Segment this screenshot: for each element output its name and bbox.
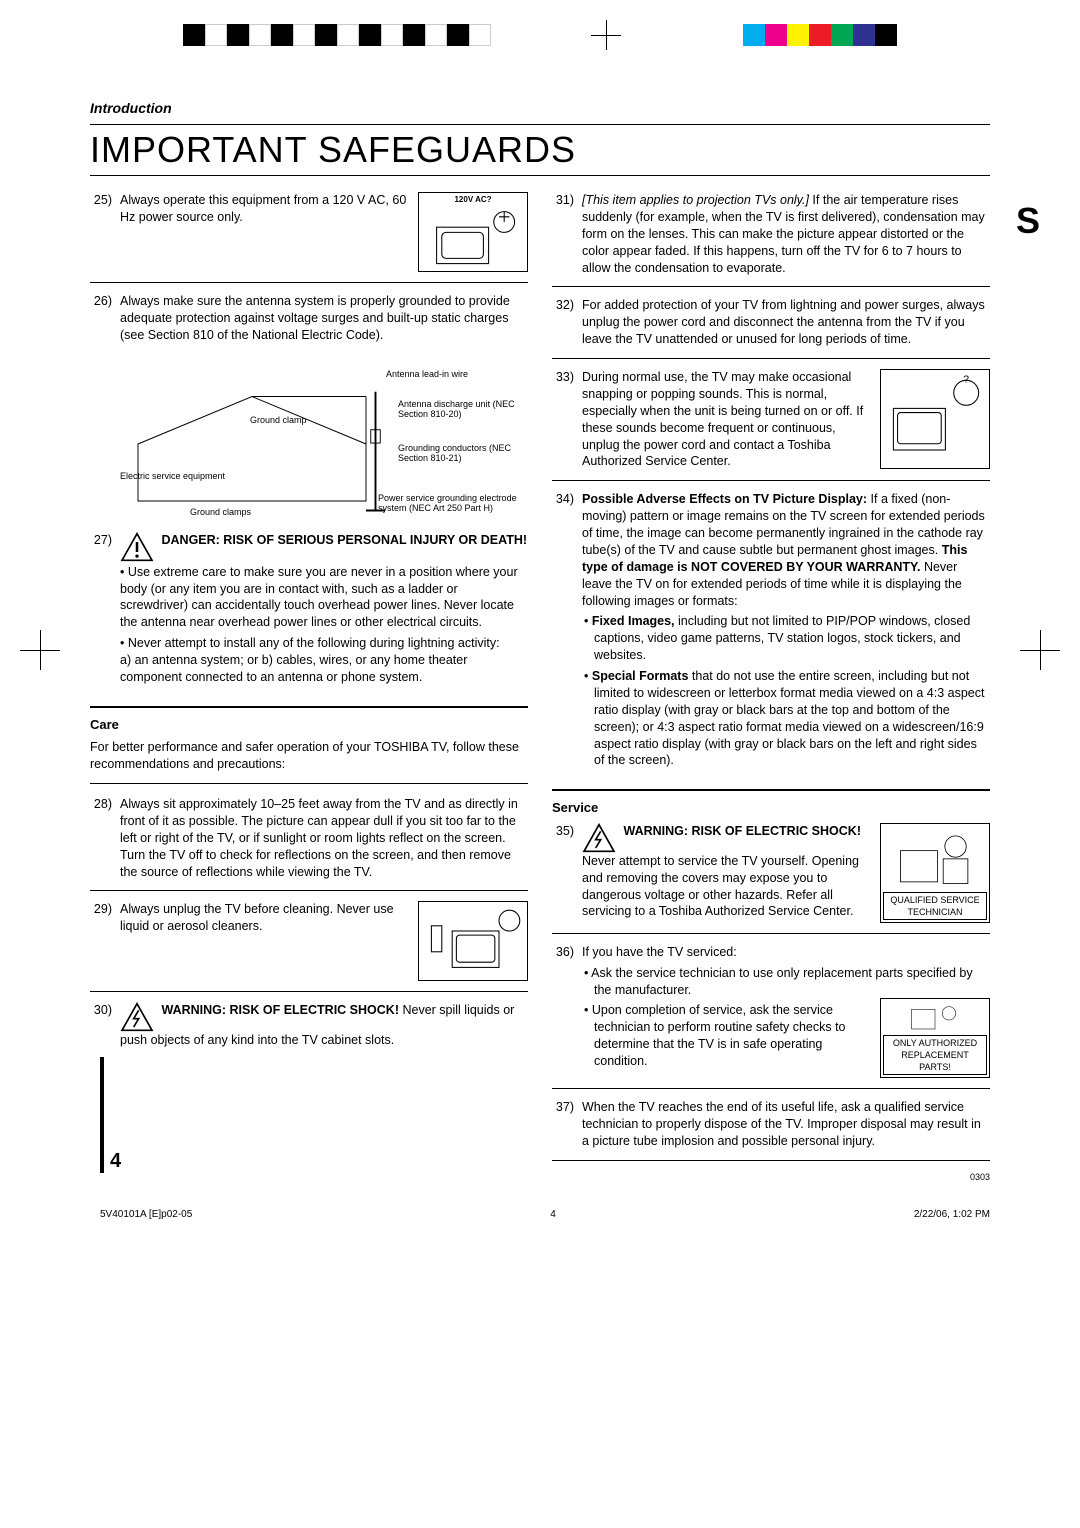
warning-triangle-icon [120,532,154,562]
svg-text:?: ? [963,375,969,386]
page-title: IMPORTANT SAFEGUARDS [90,124,990,176]
safeguard-item-27: 27) DANGER: RISK OF SERIOUS PERSONAL INJ… [90,532,528,696]
shock-warning-icon [582,823,616,853]
page-number-bar [100,1057,104,1173]
safeguard-item-29: 29) Always unplug the TV before cleaning… [90,901,528,992]
illustration-120v: 120V AC? [418,192,528,272]
footer: 5V40101A [E]p02-05 4 2/22/06, 1:02 PM [0,1203,1080,1260]
safeguard-item-36: 36) If you have the TV serviced: Ask the… [552,944,990,1090]
page-content: Introduction IMPORTANT SAFEGUARDS S 25) … [0,70,1080,1203]
safeguard-item-37: 37) When the TV reaches the end of its u… [552,1099,990,1161]
safeguard-item-31: 31) [This item applies to projection TVs… [552,192,990,287]
footer-filename: 5V40101A [E]p02-05 [100,1209,192,1220]
care-intro: For better performance and safer operati… [90,739,528,784]
section-header: Introduction [90,100,990,116]
safeguard-item-33: 33) ? During normal use, the TV may make… [552,369,990,481]
footer-timestamp: 2/22/06, 1:02 PM [914,1209,990,1220]
left-column: 25) 120V AC? Always operate this equipme… [90,192,528,1183]
page-number: 4 [110,1150,121,1173]
grounding-diagram: Antenna lead-in wire Antenna discharge u… [90,364,528,524]
safeguard-item-32: 32) For added protection of your TV from… [552,297,990,359]
shock-warning-icon [120,1002,154,1032]
illustration-parts: ONLY AUTHORIZED REPLACEMENT PARTS! [880,998,990,1078]
service-heading: Service [552,799,990,817]
safeguard-item-26: 26) Always make sure the antenna system … [90,293,528,354]
safeguard-item-34: 34) Possible Adverse Effects on TV Pictu… [552,491,990,779]
safeguard-item-30: 30) WARNING: RISK OF ELECTRIC SHOCK! Nev… [90,1002,528,1059]
corner-code: 0303 [552,1171,990,1183]
safeguard-item-28: 28) Always sit approximately 10–25 feet … [90,796,528,891]
overflow-letter: S [1016,200,1040,242]
bw-registration-bar [183,24,491,46]
top-crosshair [591,20,621,50]
illustration-cleaning [418,901,528,981]
illustration-technician: QUALIFIED SERVICE TECHNICIAN [880,823,990,923]
care-heading: Care [90,716,528,734]
illustration-sounds: ? [880,369,990,469]
safeguard-item-35: 35) QUALIFIED SERVICE TECHNICIAN WARNING… [552,823,990,934]
safeguard-item-25: 25) 120V AC? Always operate this equipme… [90,192,528,283]
color-registration-bar [721,24,897,46]
footer-page: 4 [550,1209,556,1220]
right-column: 31) [This item applies to projection TVs… [552,192,990,1183]
top-crop-marks [0,0,1080,70]
